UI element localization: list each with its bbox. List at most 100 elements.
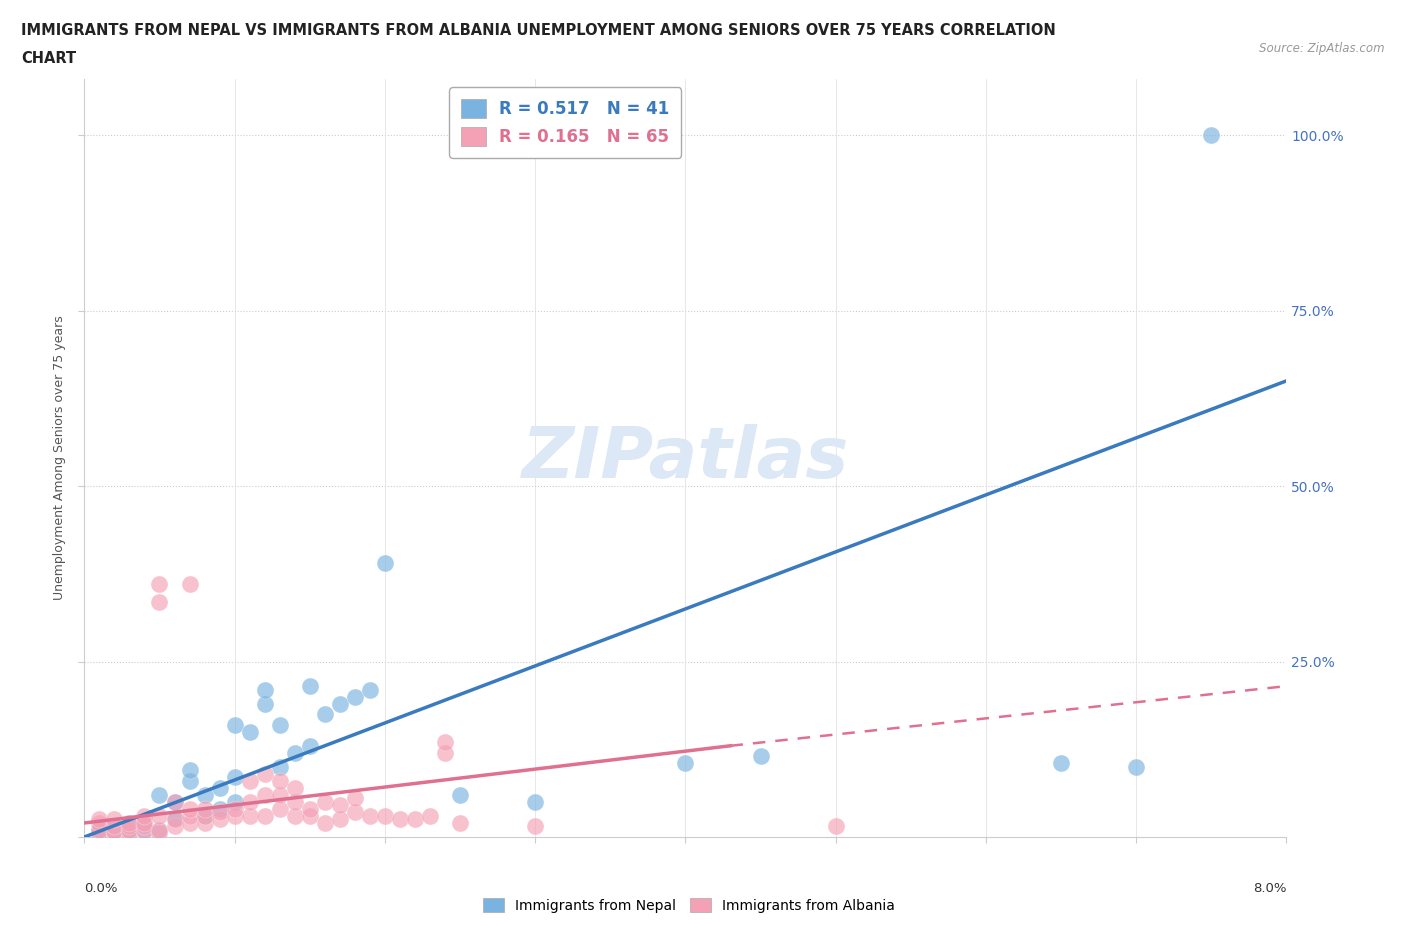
Point [298, 738, 321, 753]
Point [103, 812, 125, 827]
Legend: Immigrants from Nepal, Immigrants from Albania: Immigrants from Nepal, Immigrants from A… [478, 893, 900, 919]
Point [253, 788, 276, 803]
Point [179, 808, 201, 823]
Point [329, 697, 352, 711]
Point [148, 788, 170, 803]
Point [134, 822, 156, 837]
Point [89, 822, 111, 837]
Point [329, 812, 352, 827]
Y-axis label: Unemployment Among Seniors over 75 years: Unemployment Among Seniors over 75 years [52, 315, 66, 601]
Point [434, 735, 457, 750]
Point [118, 819, 141, 834]
Point [103, 826, 125, 841]
Point [253, 683, 276, 698]
Point [194, 816, 217, 830]
Point [163, 812, 186, 827]
Point [208, 780, 231, 795]
Point [298, 679, 321, 694]
Point [224, 717, 246, 732]
Point [118, 816, 141, 830]
Point [388, 812, 411, 827]
Point [179, 816, 201, 830]
Point [284, 808, 307, 823]
Point [89, 812, 111, 827]
Point [253, 766, 276, 781]
Point [163, 812, 186, 827]
Point [524, 794, 547, 809]
Text: IMMIGRANTS FROM NEPAL VS IMMIGRANTS FROM ALBANIA UNEMPLOYMENT AMONG SENIORS OVER: IMMIGRANTS FROM NEPAL VS IMMIGRANTS FROM… [21, 23, 1056, 38]
Point [343, 805, 366, 820]
Point [118, 822, 141, 837]
Point [148, 594, 170, 609]
Point [239, 794, 262, 809]
Point [134, 824, 156, 839]
Point [824, 819, 846, 834]
Text: ZIPatlas: ZIPatlas [522, 423, 849, 493]
Point [269, 774, 291, 789]
Point [419, 808, 441, 823]
Point [224, 794, 246, 809]
Point [148, 822, 170, 837]
Point [314, 707, 336, 722]
Point [284, 794, 307, 809]
Point [163, 794, 186, 809]
Point [675, 756, 697, 771]
Point [89, 822, 111, 837]
Point [239, 774, 262, 789]
Point [148, 808, 170, 823]
Point [314, 816, 336, 830]
Point [449, 788, 471, 803]
Point [374, 808, 396, 823]
Point [89, 826, 111, 841]
Point [118, 826, 141, 841]
Point [359, 683, 381, 698]
Point [298, 808, 321, 823]
Point [148, 826, 170, 841]
Point [179, 774, 201, 789]
Point [1050, 756, 1073, 771]
Point [89, 826, 111, 841]
Point [224, 802, 246, 817]
Point [134, 808, 156, 823]
Point [284, 780, 307, 795]
Point [239, 724, 262, 739]
Point [343, 689, 366, 704]
Point [208, 805, 231, 820]
Point [269, 760, 291, 775]
Point [208, 802, 231, 817]
Legend: R = 0.517   N = 41, R = 0.165   N = 65: R = 0.517 N = 41, R = 0.165 N = 65 [450, 87, 681, 157]
Text: CHART: CHART [21, 51, 76, 66]
Point [118, 816, 141, 830]
Point [1201, 127, 1223, 142]
Point [1125, 760, 1147, 775]
Point [179, 802, 201, 817]
Point [253, 808, 276, 823]
Point [194, 808, 217, 823]
Point [224, 808, 246, 823]
Point [298, 802, 321, 817]
Point [269, 717, 291, 732]
Text: 0.0%: 0.0% [84, 883, 118, 896]
Point [224, 770, 246, 785]
Point [404, 812, 426, 827]
Point [179, 763, 201, 777]
Point [343, 790, 366, 805]
Point [118, 821, 141, 836]
Point [163, 794, 186, 809]
Point [163, 819, 186, 834]
Point [194, 808, 217, 823]
Point [148, 824, 170, 839]
Point [194, 788, 217, 803]
Point [269, 802, 291, 817]
Point [449, 816, 471, 830]
Point [314, 794, 336, 809]
Point [179, 577, 201, 591]
Point [374, 556, 396, 571]
Point [194, 802, 217, 817]
Point [253, 697, 276, 711]
Point [359, 808, 381, 823]
Point [134, 819, 156, 834]
Point [148, 577, 170, 591]
Point [749, 749, 772, 764]
Point [524, 819, 547, 834]
